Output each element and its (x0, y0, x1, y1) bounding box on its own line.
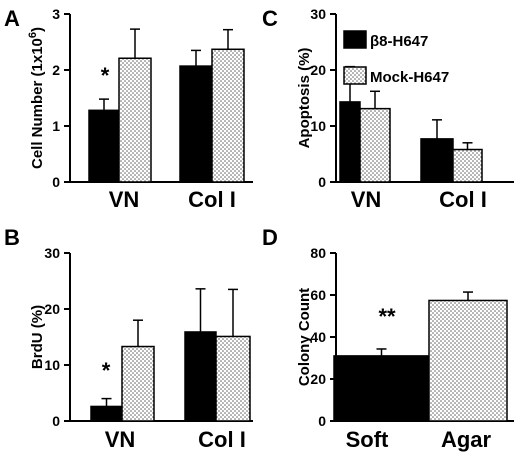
panel-letter: C (262, 6, 278, 31)
y-axis-label: BrdU (%) (29, 305, 46, 369)
y-tick-label: 20 (310, 371, 326, 387)
x-category-label: Col I (198, 427, 246, 452)
y-tick-label: 2 (52, 62, 60, 78)
y-axis-label: Cell Number (1x106) (27, 27, 46, 169)
significance-marker: * (101, 63, 110, 88)
bar-col-i-series1 (184, 331, 217, 422)
y-tick-label: 80 (310, 245, 326, 261)
y-tick-label: 3 (52, 6, 60, 22)
significance-marker: ** (378, 304, 396, 329)
bar-vn-series1 (90, 405, 123, 422)
bar-vn-series2 (359, 107, 391, 183)
y-tick-label: 0 (318, 413, 326, 429)
y-axis-label: Colony Count (296, 288, 313, 386)
bar-agar-series2 (428, 299, 508, 422)
y-tick-label: 0 (52, 413, 60, 429)
panel-letter: D (262, 225, 278, 250)
x-category-label: VN (109, 187, 140, 212)
bar-col-i-series2 (215, 335, 251, 422)
y-tick-label: 1 (52, 118, 60, 134)
x-category-label: VN (105, 427, 136, 452)
x-category-label: Soft (346, 427, 389, 452)
y-axis-label: Apoptosis (%) (296, 48, 313, 149)
bar-soft-series1 (333, 355, 430, 422)
x-category-label: VN (351, 187, 382, 212)
bar-vn-series1 (339, 101, 361, 183)
y-tick-label: 60 (310, 287, 326, 303)
y-tick-label: 20 (310, 62, 326, 78)
bar-col-i-series1 (420, 138, 454, 183)
legend-label: Mock-H647 (370, 69, 449, 86)
panel-letter: A (4, 6, 20, 31)
legend-label: β8-H647 (370, 33, 428, 50)
x-category-label: Col I (188, 187, 236, 212)
bar-col-i-series2 (211, 48, 245, 183)
bar-col-i-series1 (179, 65, 213, 183)
y-tick-label: 0 (52, 174, 60, 190)
y-tick-label: 30 (44, 245, 60, 261)
y-tick-label: 10 (310, 118, 326, 134)
panel-d: D 0 20 40 60 80 Colony Count Soft Agar ** (262, 225, 514, 452)
y-tick-label: 10 (44, 357, 60, 373)
y-tick-label: 0 (318, 174, 326, 190)
bar-vn-series2 (118, 57, 152, 183)
significance-marker: * (102, 358, 111, 383)
x-category-label: Agar (441, 427, 492, 452)
panel-letter: B (4, 225, 20, 250)
bar-vn-series2 (121, 345, 155, 422)
bar-col-i-series2 (452, 148, 483, 183)
legend: β8-H647 Mock-H647 (343, 30, 449, 86)
x-category-label: Col I (439, 187, 487, 212)
panel-b: B 0 10 20 30 BrdU (%) VN Col I * (4, 225, 253, 452)
panel-a: A 0 1 2 3 Cell Number (1x106) VN Col I * (4, 6, 253, 212)
bar-vn-series1 (88, 109, 120, 183)
y-tick-label: 30 (310, 6, 326, 22)
legend-swatch (343, 30, 367, 49)
y-tick-label: 40 (310, 329, 326, 345)
panel-c: C 0 10 20 30 Apoptosis (%) VN Col I β8-H647 Mock-… (262, 6, 514, 212)
legend-swatch (343, 66, 367, 85)
y-tick-label: 20 (44, 301, 60, 317)
